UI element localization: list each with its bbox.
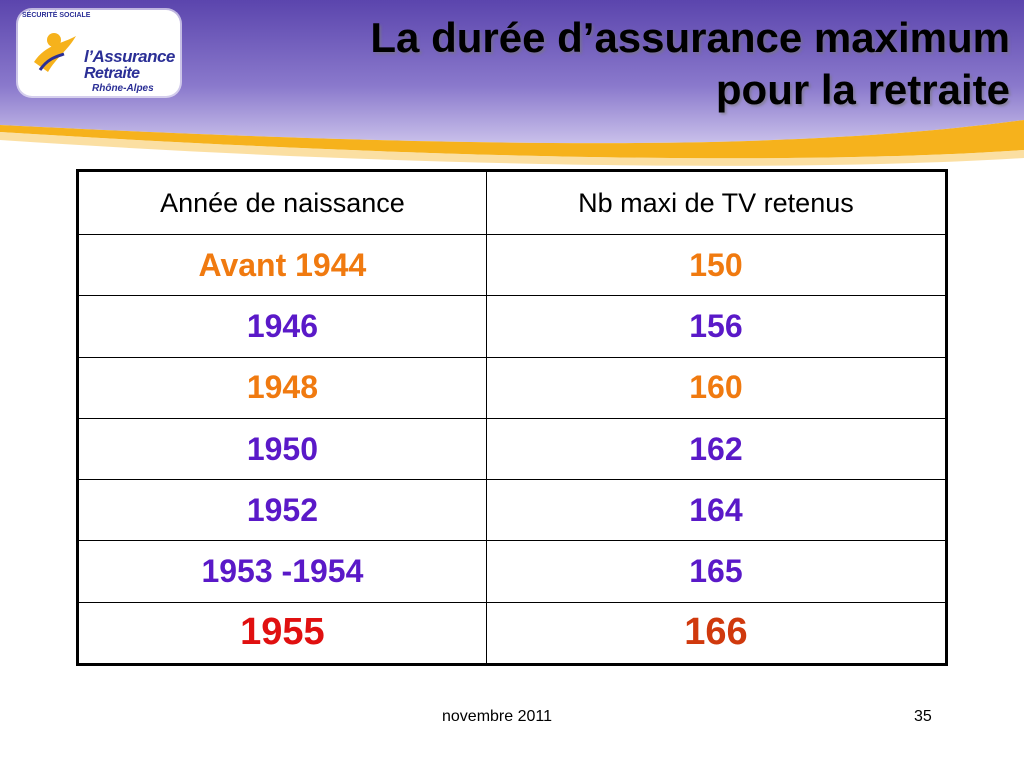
slide-title: La durée d’assurance maximum pour la ret… [250,12,1010,116]
table-row: 1952 164 [77,479,948,542]
slide-title-line2: pour la retraite [715,66,1010,113]
quarters-cell: 150 [485,234,948,297]
birth-year-cell: 1952 [77,479,487,542]
insurance-duration-table: Année de naissance Nb maxi de TV retenus… [76,169,948,666]
header-birth-year: Année de naissance [77,169,487,236]
quarters-cell: 165 [485,540,948,603]
birth-year-cell: 1955 [77,601,487,666]
logo-arc-text: SÉCURITÉ SOCIALE [22,12,91,19]
birth-year-cell: 1953 -1954 [77,540,487,603]
table-row: 1953 -1954 165 [77,540,948,603]
table-row: Avant 1944 150 [77,234,948,297]
header-banner [0,0,1024,170]
table-row: 1955 166 [77,601,948,666]
company-logo: SÉCURITÉ SOCIALE l’Assurance Retraite Rh… [18,10,180,96]
table-header-row: Année de naissance Nb maxi de TV retenus [77,169,948,236]
logo-figure-icon [34,33,76,72]
quarters-cell: 166 [485,601,948,666]
birth-year-cell: 1948 [77,356,487,419]
banner-graphic [0,0,1024,166]
quarters-cell: 164 [485,479,948,542]
quarters-cell: 160 [485,356,948,419]
birth-year-cell: 1946 [77,295,487,358]
table-row: 1950 162 [77,417,948,481]
table-row: 1946 156 [77,295,948,358]
quarters-cell: 162 [485,417,948,481]
quarters-cell: 156 [485,295,948,358]
footer-date: novembre 2011 [442,708,552,725]
logo-name-line2: Retraite [84,65,140,82]
logo-name-line1: l’Assurance [84,47,175,66]
birth-year-cell: 1950 [77,417,487,481]
table-row: 1948 160 [77,356,948,419]
header-max-quarters: Nb maxi de TV retenus [485,169,948,236]
page-number: 35 [914,708,932,725]
birth-year-cell: Avant 1944 [77,234,487,297]
slide-title-line1: La durée d’assurance maximum [370,14,1010,61]
logo-region: Rhône-Alpes [92,83,154,94]
